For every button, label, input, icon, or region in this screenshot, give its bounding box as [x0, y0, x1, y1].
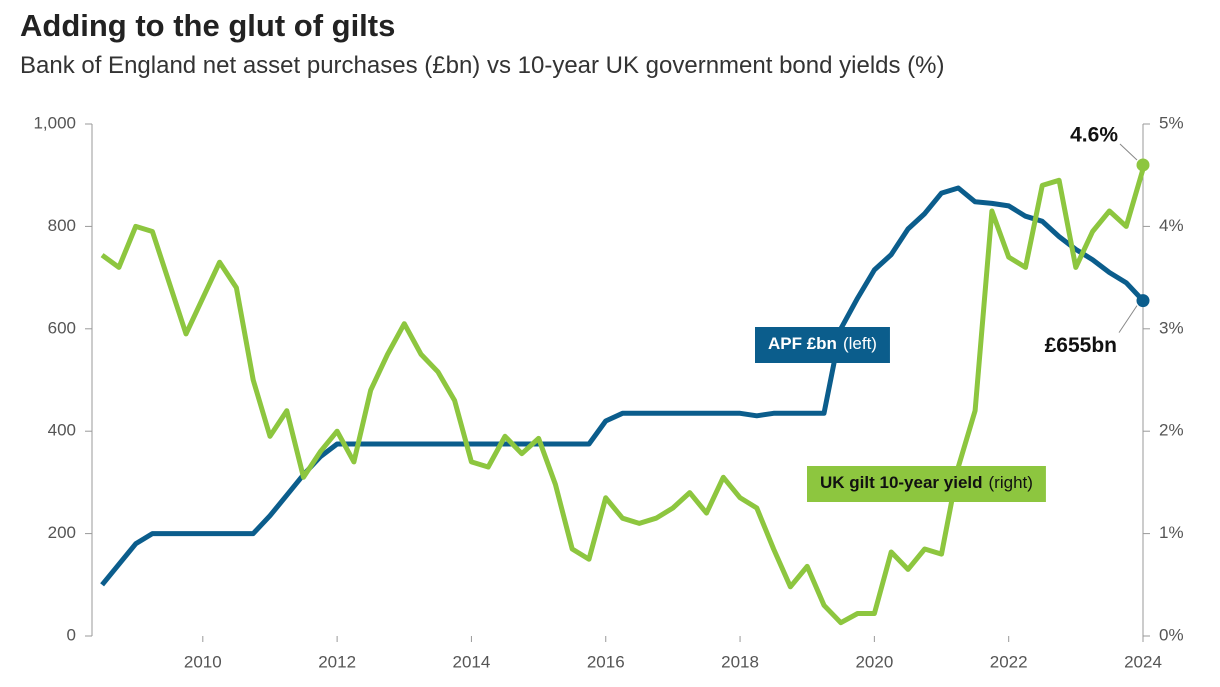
series-line	[100, 168, 1146, 626]
y-tick-label: 1,000	[33, 113, 76, 132]
legend-box	[755, 327, 890, 363]
legend-text: UK gilt 10-year yield (right)	[820, 473, 1033, 492]
y-tick-label: 400	[48, 421, 76, 440]
x-tick-label: 2014	[453, 652, 491, 671]
x-tick-label: 2022	[990, 652, 1028, 671]
y2-tick-label: 3%	[1159, 318, 1184, 337]
annotation-leader	[1118, 305, 1138, 333]
y-tick-label: 800	[48, 216, 76, 235]
y2-tick-label: 5%	[1159, 113, 1184, 132]
y-tick-label: 200	[48, 523, 76, 542]
end-point	[1136, 158, 1150, 172]
x-tick-label: 2020	[855, 652, 893, 671]
legend-item: APF £bn (left)	[755, 327, 890, 363]
y2-tick-label: 4%	[1159, 216, 1184, 235]
legend-name: UK gilt 10-year yield	[820, 473, 983, 492]
annotation-label: £655bn	[1045, 334, 1117, 357]
x-tick-label: 2016	[587, 652, 625, 671]
legend-text: APF £bn (left)	[768, 334, 877, 353]
legend-item: UK gilt 10-year yield (right)	[807, 466, 1046, 502]
end-point	[1136, 294, 1150, 308]
x-tick-label: 2012	[318, 652, 356, 671]
legend-name: APF £bn	[768, 334, 837, 353]
annotation-label: 4.6%	[1070, 124, 1118, 147]
annotation-leader	[1119, 143, 1138, 161]
legend-note: (right)	[989, 473, 1033, 492]
legend-box	[807, 466, 1046, 502]
series-line	[100, 185, 1145, 587]
y2-tick-label: 1%	[1159, 523, 1184, 542]
y-tick-label: 0	[67, 625, 76, 644]
x-tick-label: 2024	[1124, 652, 1162, 671]
x-tick-label: 2010	[184, 652, 222, 671]
chart-subtitle: Bank of England net asset purchases (£bn…	[20, 52, 945, 79]
x-tick-label: 2018	[721, 652, 759, 671]
y2-tick-label: 2%	[1159, 421, 1184, 440]
chart-title: Adding to the glut of gilts	[20, 8, 396, 43]
y2-tick-label: 0%	[1159, 625, 1184, 644]
y-tick-label: 600	[48, 318, 76, 337]
legend-note: (left)	[843, 334, 877, 353]
